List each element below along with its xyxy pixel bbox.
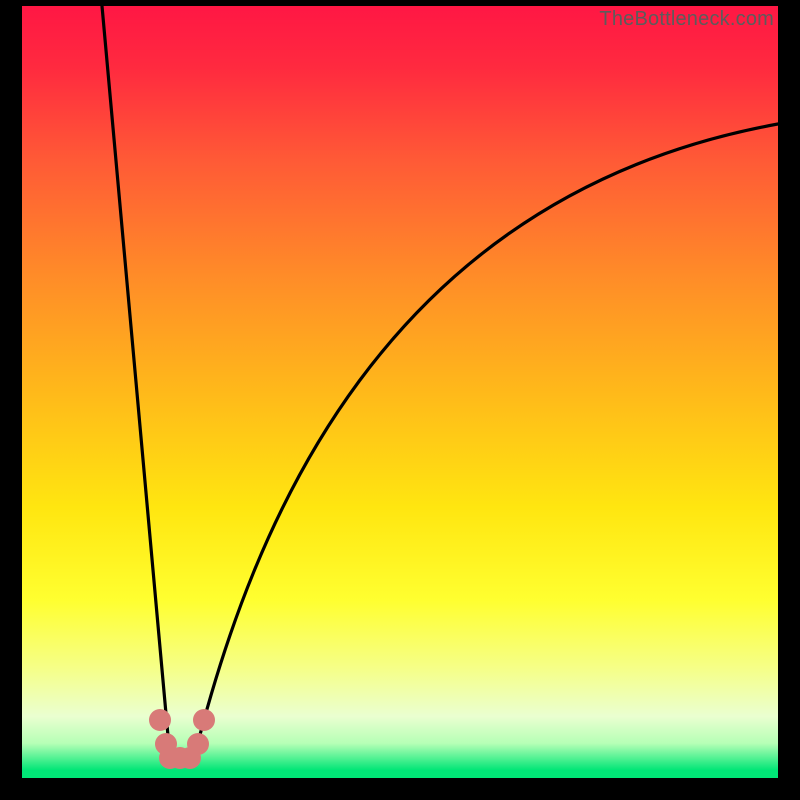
valley-marker (149, 709, 171, 731)
plot-area (22, 6, 778, 778)
watermark-text: TheBottleneck.com (599, 8, 774, 31)
valley-marker (187, 733, 209, 755)
marker-layer (22, 6, 778, 778)
chart-frame: TheBottleneck.com (0, 0, 800, 800)
valley-marker (193, 709, 215, 731)
